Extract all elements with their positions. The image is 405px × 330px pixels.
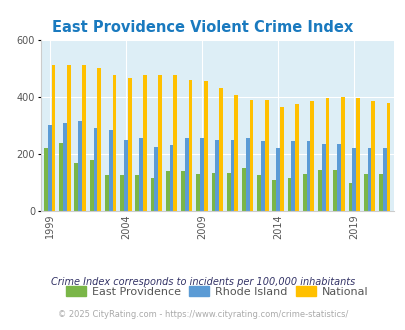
Bar — [78, 121, 82, 211]
Bar — [215, 140, 219, 211]
Bar — [44, 148, 48, 211]
Bar — [67, 65, 70, 211]
Bar — [275, 148, 279, 211]
Legend: East Providence, Rhode Island, National: East Providence, Rhode Island, National — [62, 282, 372, 302]
Bar — [340, 97, 344, 211]
Bar — [226, 173, 230, 211]
Bar — [211, 173, 215, 211]
Bar — [287, 178, 291, 211]
Bar — [279, 107, 283, 211]
Bar — [59, 143, 63, 211]
Bar — [150, 178, 154, 211]
Bar — [165, 171, 169, 211]
Bar — [325, 98, 329, 211]
Bar — [158, 75, 162, 211]
Bar — [264, 100, 268, 211]
Bar — [363, 174, 367, 211]
Bar — [51, 65, 55, 211]
Bar — [219, 88, 222, 211]
Bar — [109, 130, 112, 211]
Bar — [302, 174, 306, 211]
Bar — [143, 75, 147, 211]
Bar — [371, 101, 374, 211]
Bar — [382, 148, 386, 211]
Bar — [196, 174, 200, 211]
Bar — [181, 171, 184, 211]
Bar — [378, 174, 382, 211]
Bar — [321, 144, 325, 211]
Text: East Providence Violent Crime Index: East Providence Violent Crime Index — [52, 20, 353, 35]
Bar — [154, 147, 158, 211]
Bar — [90, 160, 93, 211]
Bar — [272, 180, 275, 211]
Bar — [128, 78, 131, 211]
Bar — [48, 125, 51, 211]
Bar — [347, 182, 352, 211]
Bar — [241, 168, 245, 211]
Bar — [336, 144, 340, 211]
Bar — [184, 138, 188, 211]
Bar — [230, 140, 234, 211]
Bar — [333, 170, 336, 211]
Bar — [74, 163, 78, 211]
Bar — [367, 148, 371, 211]
Bar — [82, 65, 86, 211]
Bar — [234, 95, 238, 211]
Bar — [135, 176, 139, 211]
Bar — [245, 138, 249, 211]
Bar — [203, 81, 207, 211]
Bar — [97, 68, 101, 211]
Bar — [291, 141, 294, 211]
Bar — [310, 101, 313, 211]
Bar — [294, 104, 298, 211]
Bar — [317, 170, 321, 211]
Bar — [120, 176, 124, 211]
Bar — [200, 138, 203, 211]
Bar — [93, 128, 97, 211]
Bar — [104, 176, 109, 211]
Bar — [260, 141, 264, 211]
Text: Crime Index corresponds to incidents per 100,000 inhabitants: Crime Index corresponds to incidents per… — [51, 278, 354, 287]
Bar — [249, 100, 253, 211]
Bar — [63, 122, 67, 211]
Bar — [306, 141, 310, 211]
Bar — [256, 176, 260, 211]
Bar — [188, 80, 192, 211]
Bar — [386, 103, 390, 211]
Bar — [352, 148, 355, 211]
Bar — [124, 140, 128, 211]
Bar — [173, 75, 177, 211]
Bar — [355, 98, 359, 211]
Text: © 2025 CityRating.com - https://www.cityrating.com/crime-statistics/: © 2025 CityRating.com - https://www.city… — [58, 310, 347, 319]
Bar — [112, 75, 116, 211]
Bar — [139, 138, 143, 211]
Bar — [169, 146, 173, 211]
